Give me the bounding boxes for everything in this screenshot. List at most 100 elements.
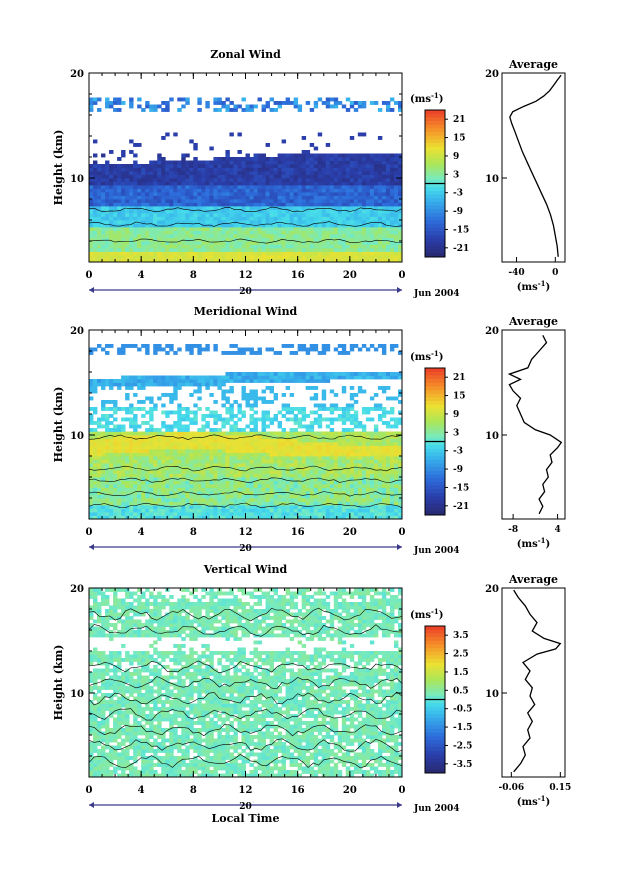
heatmap-cell	[197, 466, 202, 471]
heatmap-cell	[337, 477, 343, 481]
heatmap-cell	[257, 456, 262, 460]
heatmap-cell	[277, 157, 283, 161]
heatmap-cell	[249, 389, 254, 394]
heatmap-cell	[313, 435, 319, 439]
heatmap-cell	[205, 452, 210, 457]
heatmap-cell	[121, 351, 126, 355]
heatmap-cell	[205, 386, 210, 390]
heatmap-cell	[377, 167, 383, 172]
heatmap-cell	[117, 480, 122, 485]
heatmap-cell	[341, 248, 347, 252]
heatmap-cell	[93, 410, 98, 415]
heatmap-cell	[361, 153, 367, 158]
heatmap-cell	[125, 178, 130, 182]
heatmap-cell	[169, 428, 174, 432]
heatmap-cell	[173, 379, 178, 383]
heatmap-cell	[357, 195, 363, 200]
heatmap-cell	[301, 505, 307, 509]
heatmap-cell	[241, 185, 246, 189]
heatmap-cell	[169, 431, 174, 436]
heatmap-cell	[145, 234, 150, 238]
heatmap-cell	[213, 505, 218, 509]
heatmap-cell	[357, 181, 363, 186]
heatmap-cell	[261, 255, 266, 259]
heatmap-cell	[153, 185, 158, 189]
heatmap-cell	[273, 414, 278, 418]
heatmap-cell	[345, 192, 351, 196]
heatmap-cell	[133, 344, 138, 348]
heatmap-cell	[89, 185, 94, 189]
colorbar-segment	[425, 154, 445, 159]
heatmap-cell	[265, 178, 270, 182]
heatmap-cell	[253, 375, 258, 380]
heatmap-cell	[185, 181, 190, 186]
heatmap-cell	[221, 258, 226, 263]
heatmap-cell	[89, 473, 94, 478]
heatmap-cell	[201, 174, 206, 179]
heatmap-cell	[309, 410, 315, 415]
heatmap-cell	[349, 223, 355, 228]
heatmap-cell	[189, 470, 194, 474]
heatmap-cell	[201, 171, 206, 175]
heatmap-cell	[333, 258, 339, 263]
heatmap-cell	[133, 449, 138, 453]
heatmap-cell	[285, 456, 291, 460]
heatmap-cell	[321, 494, 327, 499]
heatmap-cell	[317, 230, 323, 235]
heatmap-cell	[325, 199, 331, 203]
heatmap-cell	[285, 466, 291, 471]
heatmap-cell	[193, 431, 198, 436]
heatmap-cell	[157, 178, 162, 182]
heatmap-cell	[117, 230, 122, 235]
heatmap-cell	[333, 104, 339, 109]
heatmap-cell	[229, 181, 234, 186]
heatmap-cell	[305, 386, 311, 390]
heatmap-cell	[281, 209, 287, 214]
heatmap-cell	[89, 491, 94, 495]
heatmap-cell	[293, 431, 299, 436]
heatmap-cell	[133, 428, 138, 432]
heatmap-cell	[109, 438, 114, 443]
heatmap-cell	[269, 480, 274, 485]
heatmap-cell	[305, 484, 311, 488]
heatmap-cell	[101, 171, 106, 175]
heatmap-cell	[225, 164, 230, 168]
heatmap-cell	[165, 160, 170, 165]
heatmap-cell	[329, 209, 335, 214]
heatmap-cell	[281, 258, 287, 263]
heatmap-cell	[125, 463, 130, 467]
heatmap-cell	[241, 234, 246, 238]
heatmap-cell	[89, 192, 94, 196]
heatmap-cell	[293, 379, 299, 383]
heatmap-cell	[185, 456, 190, 460]
heatmap-cell	[101, 195, 106, 200]
heatmap-cell	[153, 466, 158, 471]
heatmap-cell	[289, 220, 295, 224]
heatmap-cell	[217, 174, 222, 179]
heatmap-cell	[193, 435, 198, 439]
heatmap-cell	[177, 209, 182, 214]
heatmap-cell	[165, 206, 170, 210]
heatmap-cell	[381, 171, 387, 175]
heatmap-cell	[241, 220, 246, 224]
heatmap-cell	[177, 185, 182, 189]
heatmap-cell	[229, 410, 234, 415]
heatmap-cell	[349, 206, 355, 210]
heatmap-cell	[285, 403, 291, 408]
heatmap-cell	[117, 174, 122, 179]
heatmap-cell	[113, 435, 118, 439]
heatmap-cell	[269, 501, 274, 506]
heatmap-cell	[305, 480, 311, 485]
heatmap-cell	[277, 202, 283, 207]
heatmap-cell	[201, 484, 206, 488]
heatmap-cell	[393, 258, 399, 263]
heatmap-cell	[197, 181, 202, 186]
heatmap-cell	[321, 501, 327, 506]
heatmap-cell	[293, 234, 299, 238]
heatmap-cell	[273, 248, 278, 252]
heatmap-cell	[289, 192, 295, 196]
heatmap-cell	[141, 438, 146, 443]
heatmap-cell	[277, 424, 283, 429]
heatmap-cell	[301, 508, 307, 513]
heatmap-cell	[261, 498, 266, 502]
